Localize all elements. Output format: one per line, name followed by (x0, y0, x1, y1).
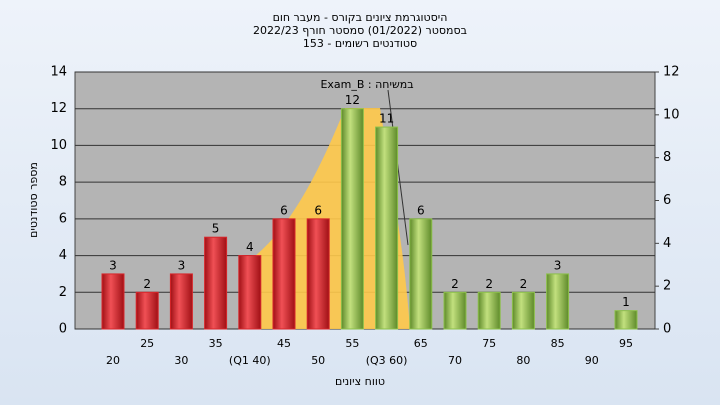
data-label: 12 (345, 93, 360, 107)
y2-tick-label: 0 (663, 322, 671, 337)
y2-tick-label: 6 (663, 193, 671, 208)
bar (409, 218, 433, 330)
chart-title: סטודנטים רשומים - 153 (303, 37, 417, 50)
x-tick-label: 95 (619, 337, 633, 350)
data-label: 6 (417, 203, 425, 217)
bar (238, 255, 262, 330)
bar (375, 126, 399, 330)
y2-tick-label: 12 (663, 65, 680, 80)
x-tick-label: 35 (209, 337, 223, 350)
x-tick-label: (Q3 60) (366, 354, 408, 367)
x-tick-label: 75 (482, 337, 496, 350)
x-tick-label: 25 (140, 337, 154, 350)
x-tick-label: 80 (516, 354, 530, 367)
data-label: 3 (109, 258, 117, 272)
y2-tick-label: 8 (663, 150, 671, 165)
data-label: 3 (554, 258, 562, 272)
x-tick-label: 55 (345, 337, 359, 350)
annotation: במשיחה : Exam_B (320, 78, 413, 91)
data-label: 5 (212, 222, 220, 236)
data-label: 2 (520, 277, 528, 291)
x-tick-label: 30 (174, 354, 188, 367)
data-label: 3 (178, 258, 186, 272)
data-label: 2 (143, 277, 151, 291)
x-tick-label: 90 (585, 354, 599, 367)
x-tick-label: 45 (277, 337, 291, 350)
bar (614, 310, 638, 330)
x-tick-label: 50 (311, 354, 325, 367)
data-label: 1 (622, 295, 630, 309)
bar (306, 218, 330, 330)
data-label: 6 (280, 203, 288, 217)
y-tick-label: 4 (59, 248, 67, 263)
x-tick-label: (Q1 40) (229, 354, 271, 367)
data-label: 6 (314, 203, 322, 217)
bar (135, 291, 159, 330)
data-label: 4 (246, 240, 254, 254)
y-tick-label: 0 (59, 322, 67, 337)
y-tick-label: 2 (59, 285, 67, 300)
bar (340, 108, 364, 330)
data-label: 2 (485, 277, 493, 291)
y2-tick-label: 10 (663, 107, 680, 122)
y2-tick-label: 2 (663, 279, 671, 294)
x-tick-label: 20 (106, 354, 120, 367)
y-axis-label: מספר סטודנטים (27, 162, 40, 238)
x-tick-label: 85 (551, 337, 565, 350)
bar (169, 273, 193, 330)
y-tick-label: 12 (50, 101, 67, 116)
y2-tick-label: 4 (663, 236, 671, 251)
data-label: 11 (379, 112, 394, 126)
y-tick-label: 8 (59, 175, 67, 190)
bar (511, 291, 535, 330)
data-label: 2 (451, 277, 459, 291)
bar (101, 273, 125, 330)
chart-title: בסמסטר (01/2022) סמסטר חורף 2022/23 (253, 24, 467, 37)
bar (477, 291, 501, 330)
x-axis-label: טווח ציונים (335, 375, 385, 388)
bar (272, 218, 296, 330)
y-tick-label: 10 (50, 138, 67, 153)
bar (546, 273, 570, 330)
y-tick-label: 14 (50, 65, 67, 80)
chart-title: היסטוגרמת ציונים בקורס - מעבר חום (273, 11, 448, 24)
x-tick-label: 65 (414, 337, 428, 350)
bar (204, 236, 228, 330)
x-tick-label: 70 (448, 354, 462, 367)
y-tick-label: 6 (59, 211, 67, 226)
bar (443, 291, 467, 330)
